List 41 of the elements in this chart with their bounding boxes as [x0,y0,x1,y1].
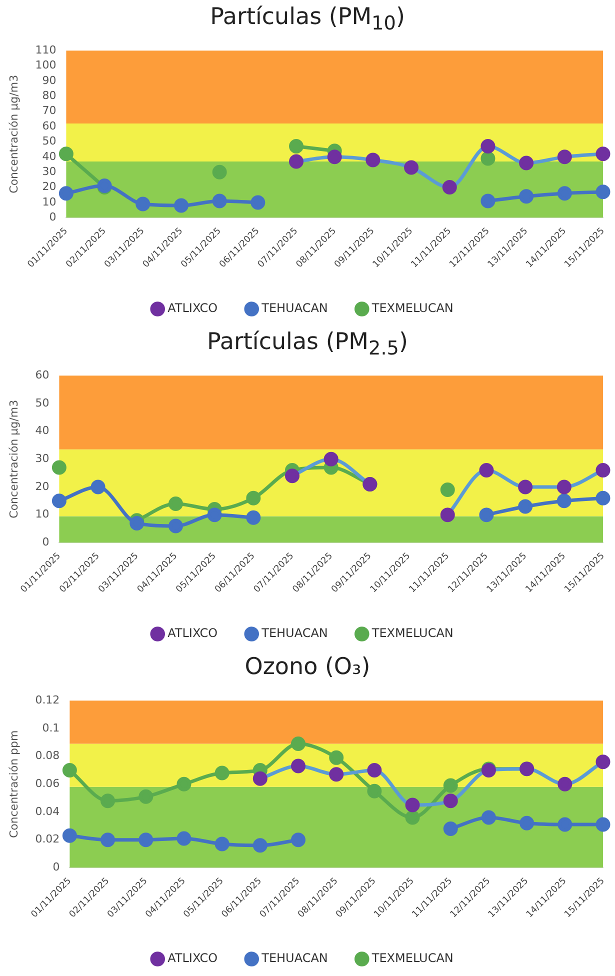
y-tick-label: 70 [42,104,56,118]
y-tick-label: 40 [35,424,50,438]
y-tick-label: 0.06 [35,777,60,790]
y-tick-label: 60 [35,368,50,382]
y-tick-label: 10 [35,508,50,521]
y-tick-label: 50 [35,396,50,410]
y-axis-title: Concentración µg/m3 [7,400,20,518]
y-tick-label: 20 [42,180,56,194]
y-tick-label: 0.04 [35,804,60,818]
y-tick-label: 10 [42,195,56,208]
y-axis-title: Concentración µg/m3 [7,74,20,194]
legend-label: TEXMELUCAN [370,951,454,966]
y-tick-label: 60 [42,119,56,132]
y-tick-label: 0 [42,536,50,549]
y-tick-label: 0 [49,210,56,224]
y-tick-label: 50 [42,134,56,148]
legend-label: TEHUACAN [260,301,328,316]
y-tick-label: 30 [35,452,50,465]
y-tick-label: 40 [42,150,56,163]
y-tick-label: 0.08 [35,749,60,762]
legend-label: TEXMELUCAN [370,626,454,640]
legend-label: ATLIXCO [168,951,218,966]
y-tick-label: 80 [42,89,56,102]
y-tick-label: 0.12 [35,693,60,706]
y-tick-label: 20 [35,480,50,493]
y-tick-label: 0 [52,860,60,874]
legend-label: TEHUACAN [260,951,328,966]
chart-title: Ozono (O₃) [244,653,372,682]
chart-title: Partículas (PM$_{10}$) [209,3,406,35]
legend-label: TEXMELUCAN [370,301,454,316]
legend-label: TEHUACAN [260,626,328,640]
y-tick-label: 110 [35,43,56,56]
y-tick-label: 100 [35,58,56,72]
legend-label: ATLIXCO [168,301,218,316]
y-tick-label: 30 [42,164,56,178]
y-tick-label: 90 [42,74,56,87]
chart-title: Partículas (PM$_{2.5}$) [206,328,409,360]
legend-label: ATLIXCO [168,626,218,640]
y-tick-label: 0.02 [35,832,60,846]
y-tick-label: 0.1 [42,721,60,734]
y-axis-title: Concentración ppm [7,730,20,838]
